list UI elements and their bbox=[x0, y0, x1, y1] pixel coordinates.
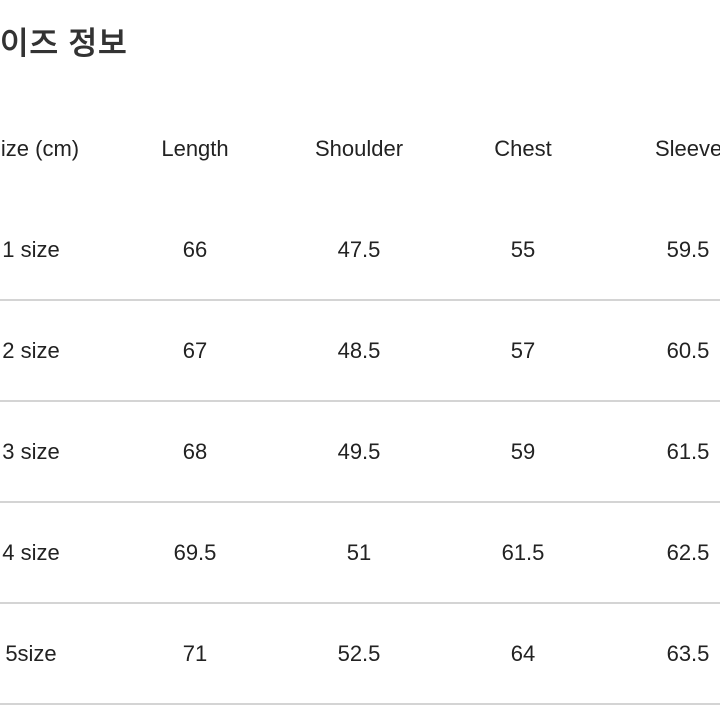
cell-chest: 61.5 bbox=[501, 539, 545, 565]
cell-chest: 59 bbox=[510, 438, 536, 464]
page-title: 이즈 정보 bbox=[0, 26, 128, 61]
cell-size: 2 size bbox=[2, 337, 60, 363]
table-row: 4 size 69.5 51 61.5 62.5 bbox=[0, 502, 720, 604]
cell-shoulder: 51 bbox=[346, 539, 372, 565]
row-divider bbox=[0, 501, 720, 503]
cell-sleeve: 62.5 bbox=[666, 539, 710, 565]
row-divider bbox=[0, 703, 720, 705]
cell-size: 1 size bbox=[2, 236, 60, 262]
table-row: 1 size 66 47.5 55 59.5 bbox=[0, 199, 720, 301]
table-row: 5size 71 52.5 64 63.5 bbox=[0, 603, 720, 705]
header-chest: Chest bbox=[494, 135, 552, 161]
header-shoulder: Shoulder bbox=[314, 135, 404, 161]
table-header: ize (cm) Length Shoulder Chest Sleeve bbox=[0, 98, 720, 199]
row-divider bbox=[0, 299, 720, 301]
cell-sleeve: 61.5 bbox=[666, 438, 710, 464]
cell-length: 68 bbox=[182, 438, 208, 464]
cell-chest: 55 bbox=[510, 236, 536, 262]
header-length: Length bbox=[161, 135, 229, 161]
cell-sleeve: 63.5 bbox=[666, 640, 710, 666]
header-sleeve: Sleeve bbox=[655, 135, 720, 161]
cell-length: 71 bbox=[182, 640, 208, 666]
cell-shoulder: 47.5 bbox=[337, 236, 381, 262]
row-divider bbox=[0, 400, 720, 402]
cell-size: 5size bbox=[5, 640, 57, 666]
cell-sleeve: 59.5 bbox=[666, 236, 710, 262]
cell-length: 66 bbox=[182, 236, 208, 262]
cell-chest: 64 bbox=[510, 640, 536, 666]
cell-size: 4 size bbox=[2, 539, 60, 565]
cell-shoulder: 48.5 bbox=[337, 337, 381, 363]
cell-length: 67 bbox=[182, 337, 208, 363]
cell-shoulder: 52.5 bbox=[337, 640, 381, 666]
cell-size: 3 size bbox=[2, 438, 60, 464]
header-size: ize (cm) bbox=[0, 135, 80, 161]
cell-shoulder: 49.5 bbox=[337, 438, 381, 464]
table-row: 3 size 68 49.5 59 61.5 bbox=[0, 401, 720, 503]
cell-chest: 57 bbox=[510, 337, 536, 363]
row-divider bbox=[0, 602, 720, 604]
table-row: 2 size 67 48.5 57 60.5 bbox=[0, 300, 720, 402]
cell-length: 69.5 bbox=[173, 539, 217, 565]
cell-sleeve: 60.5 bbox=[666, 337, 710, 363]
